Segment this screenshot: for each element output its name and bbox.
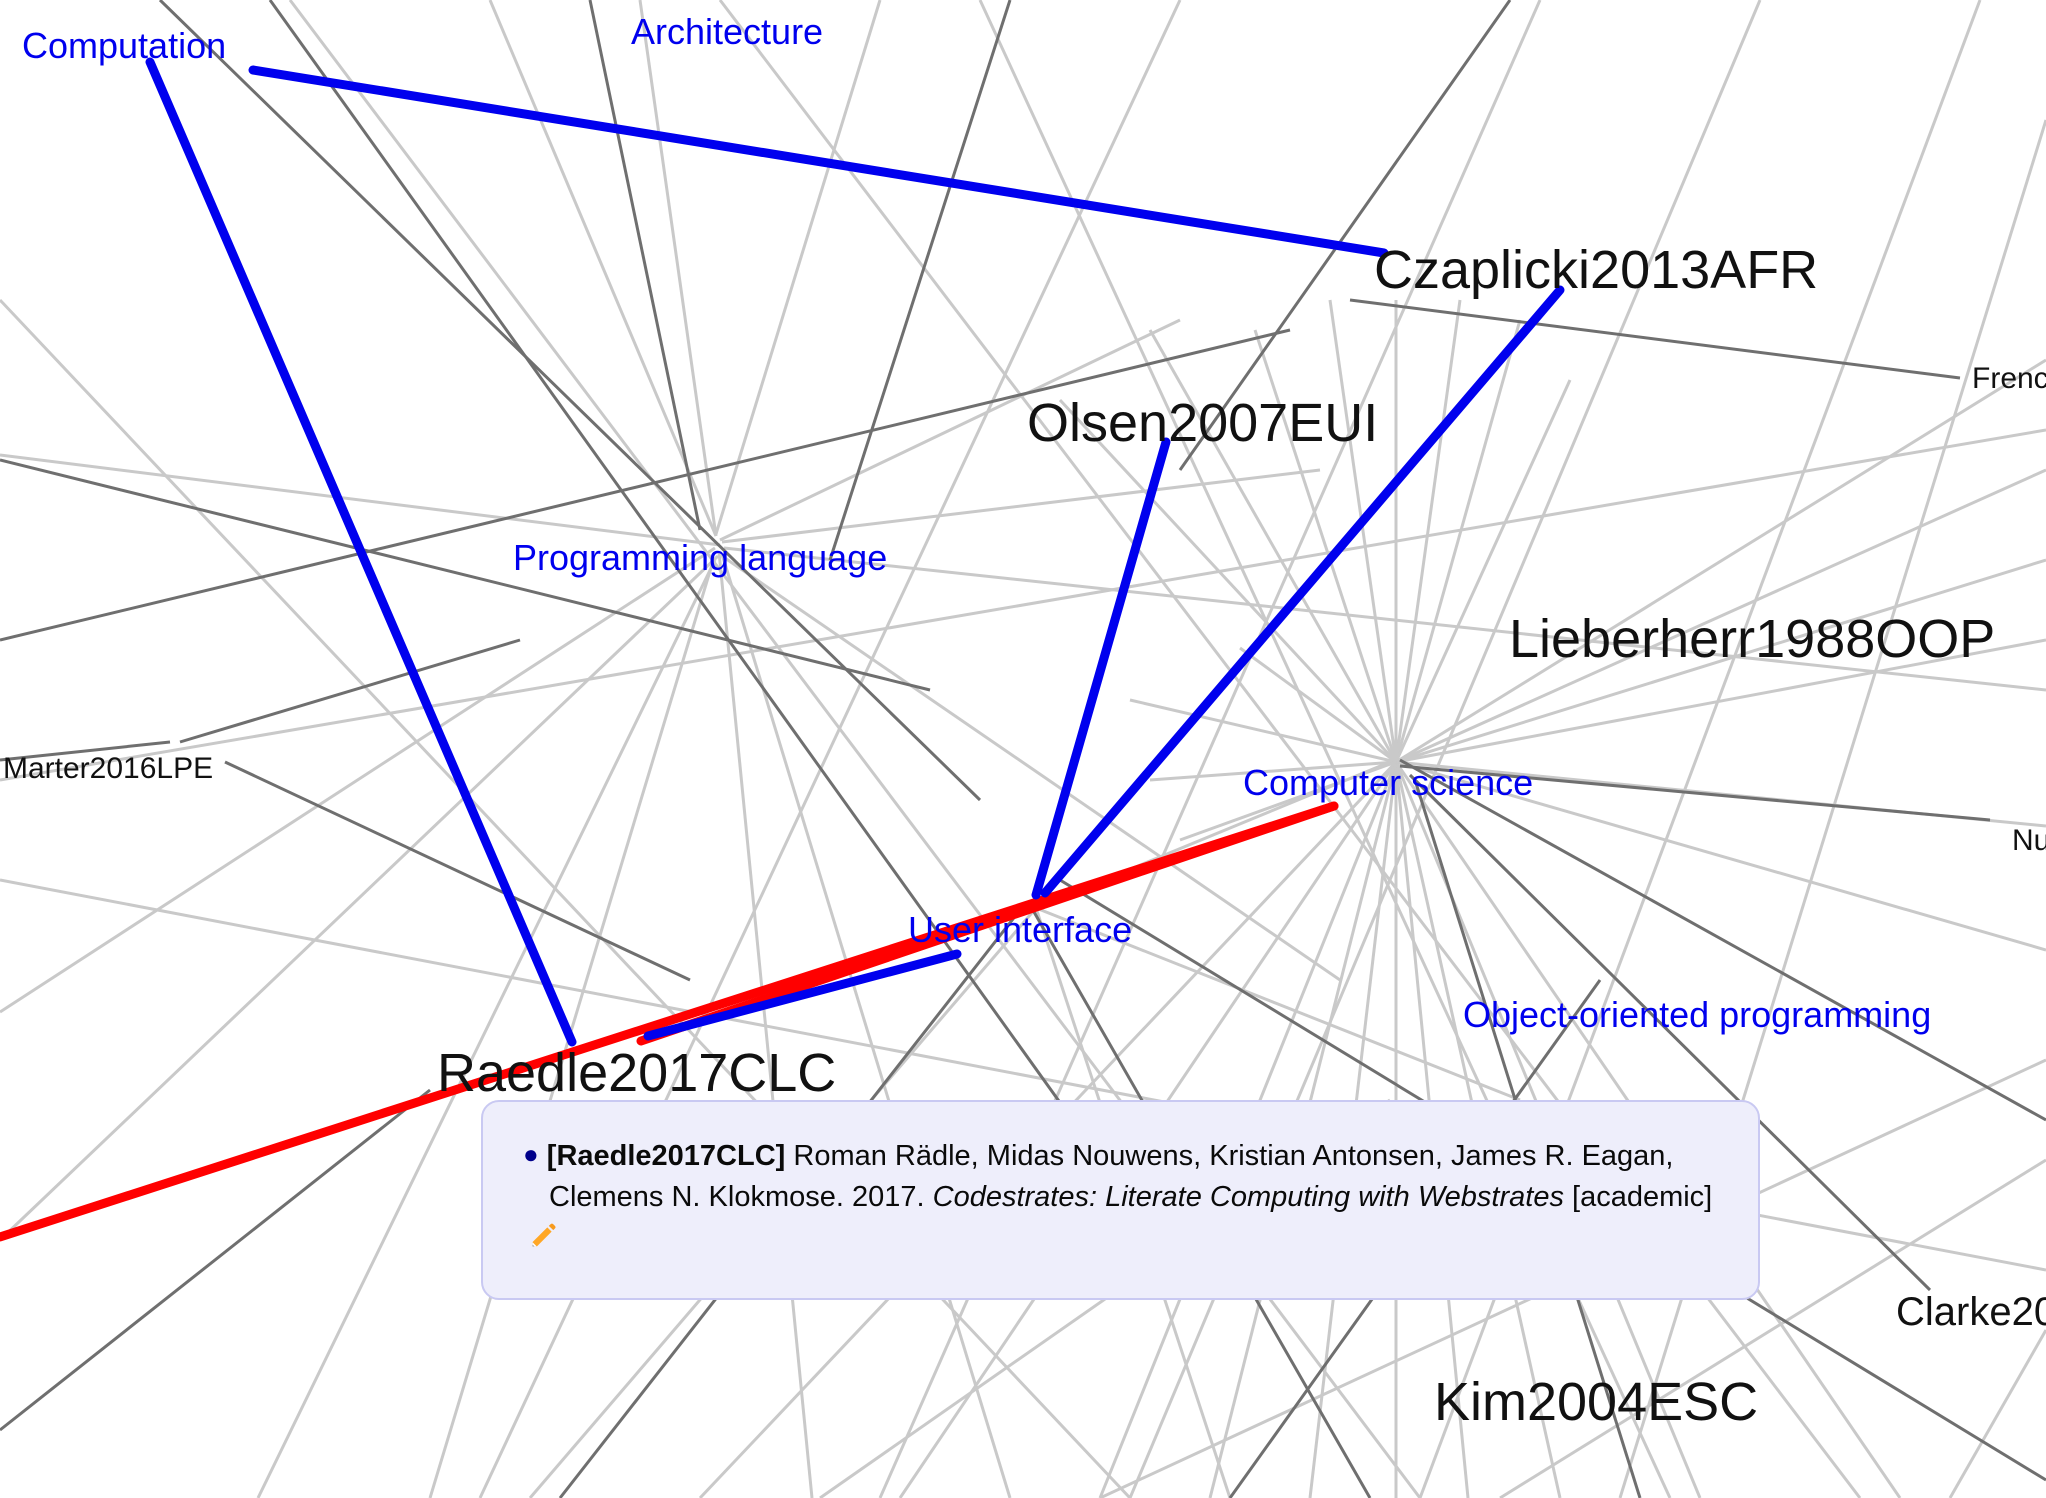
citation-tag: [academic] [1563,1181,1713,1214]
edge-computation-czaplicki[interactable] [248,65,1389,258]
node-label-user-interface[interactable]: User interface [908,909,1133,950]
node-label-nu[interactable]: Nu [2012,824,2046,857]
node-label-raedle2017clc[interactable]: Raedle2017CLC [437,1043,837,1103]
edge-computation-raedle[interactable] [145,57,577,1047]
edge-raedle-computerscience-red[interactable] [636,801,1339,1046]
edge-czaplicki-userinterface[interactable] [1040,285,1565,898]
edge-olsen-userinterface[interactable] [1031,437,1171,900]
node-label-czaplicki2013afr[interactable]: Czaplicki2013AFR [1374,240,1819,300]
citation-key[interactable]: [Raedle2017CLC] [546,1140,786,1172]
pencil-icon[interactable] [532,1221,557,1262]
edge-raedle-userinterface-blue[interactable] [643,949,962,1041]
node-label-kim2004esc[interactable]: Kim2004ESC [1434,1372,1759,1432]
node-label-marter2016lpe[interactable]: Marter2016LPE [3,752,214,785]
node-label-clarke20[interactable]: Clarke20 [1896,1290,2046,1334]
node-label-object-oriented-programming[interactable]: Object-oriented programming [1463,994,1932,1035]
citation-authors: Roman Rädle, Midas Nouwens, Kristian Ant… [549,1140,1674,1214]
node-label-architecture[interactable]: Architecture [631,11,824,52]
node-label-computer-science[interactable]: Computer science [1243,762,1534,803]
node-label-olsen2007eui[interactable]: Olsen2007EUI [1027,393,1379,453]
citation-entry: ● [Raedle2017CLC] Roman Rädle, Midas Nou… [523,1136,1718,1263]
citation-tooltip[interactable]: ● [Raedle2017CLC] Roman Rädle, Midas Nou… [481,1100,1760,1300]
node-label-computation[interactable]: Computation [22,25,227,66]
citation-year: 2017. [852,1181,925,1214]
citation-title: Codestrates: Literate Computing with Web… [924,1181,1564,1214]
highlighted-edges [0,57,1565,1242]
bullet-icon: ● [523,1139,539,1169]
node-label-french[interactable]: French [1972,362,2046,395]
node-label-programming-language[interactable]: Programming language [513,537,888,578]
node-label-lieberherr1988oop[interactable]: Lieberherr1988OOP [1509,609,1996,669]
